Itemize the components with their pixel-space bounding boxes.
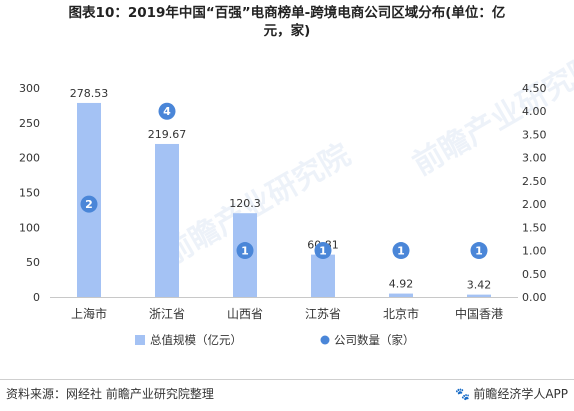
bar [311,254,335,297]
legend-dot-swatch [320,335,330,345]
chart-title: 图表10：2019年中国“百强”电商榜单-跨境电商公司区域分布(单位：亿 元，家… [0,4,574,40]
bar-value-label: 278.53 [70,87,109,100]
source-note: 资料来源：网经社 前瞻产业研究院整理 [6,387,214,401]
footer-bar: 资料来源：网经社 前瞻产业研究院整理 🐾 前瞻经济学人APP [0,379,574,406]
legend-dot-label: 公司数量（家） [334,333,415,347]
count-dot-label: 1 [475,245,483,258]
bar [155,143,179,297]
y-left-tick-label: 50 [26,256,40,269]
y-right-tick-label: 2.50 [522,175,547,188]
bar-value-label: 120.3 [229,197,261,210]
legend-bar-swatch [135,335,145,345]
count-dot-label: 4 [163,105,171,118]
count-dot-label: 1 [241,245,249,258]
legend-bar-label: 总值规模（亿元） [150,333,242,347]
y-left-tick-label: 300 [19,82,40,95]
y-right-tick-label: 0.50 [522,268,547,281]
y-right-tick-label: 4.00 [522,105,547,118]
y-right-tick-label: 3.50 [522,128,547,141]
y-left-tick-label: 250 [19,117,40,130]
app-credit: 🐾 前瞻经济学人APP [455,385,568,402]
y-left-tick-label: 200 [19,152,40,165]
count-dot-label: 1 [319,245,327,258]
y-right-tick-label: 2.00 [522,198,547,211]
y-left-tick-label: 0 [33,291,40,304]
y-right-tick-label: 1.50 [522,221,547,234]
count-dot-label: 2 [85,198,93,211]
bar-value-label: 4.92 [389,278,414,291]
count-dot-label: 1 [397,245,405,258]
count-dot [236,242,254,260]
x-tick-label: 浙江省 [149,307,185,321]
y-right-tick-label: 3.00 [522,152,547,165]
count-dot [80,195,98,213]
count-dot [392,242,410,260]
paw-logo-icon: 🐾 [455,387,471,401]
x-tick-label: 江苏省 [305,307,341,321]
x-tick-label: 中国香港 [455,306,503,321]
x-tick-label: 山西省 [227,307,263,321]
chart-title-line1: 图表10：2019年中国“百强”电商榜单-跨境电商公司区域分布(单位：亿 [68,5,506,21]
count-dot [470,242,488,260]
y-right-tick-label: 0.00 [522,291,547,304]
bar-value-label: 3.42 [467,279,492,292]
bar [389,293,413,297]
app-credit-label: 前瞻经济学人APP [473,387,568,401]
count-dot [314,242,332,260]
x-tick-label: 上海市 [71,306,107,321]
y-left-tick-label: 150 [19,187,40,200]
y-left-tick-label: 100 [19,221,40,234]
x-tick-label: 北京市 [383,306,419,321]
y-right-tick-label: 1.00 [522,245,547,258]
bar-value-label: 219.67 [148,128,187,141]
y-right-tick-label: 4.50 [522,82,547,95]
count-dot [158,102,176,120]
chart-plot: 0 50 100 150 200 250 300 0.00 0.50 1.00 1.50 2.00 2.… [19,82,547,347]
chart-title-line2: 元，家) [263,23,311,39]
bar [467,294,491,297]
